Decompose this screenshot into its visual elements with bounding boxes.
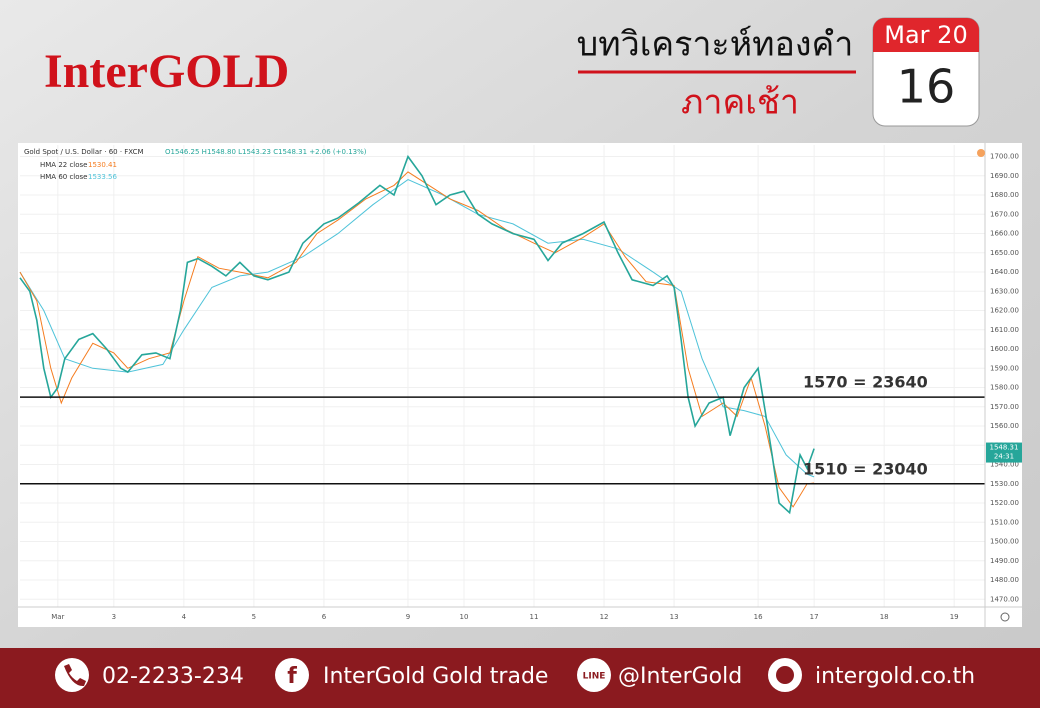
date-badge: Mar 20 16 xyxy=(872,17,980,127)
x-tick-label: 5 xyxy=(252,613,256,621)
legend-entry: HMA 22 close xyxy=(40,161,87,169)
y-tick-label: 1490.00 xyxy=(990,557,1019,565)
x-tick-label: 11 xyxy=(530,613,539,621)
y-tick-label: 1570.00 xyxy=(990,403,1019,411)
y-tick-label: 1660.00 xyxy=(990,230,1019,238)
symbol: Gold Spot / U.S. Dollar · 60 · FXCM xyxy=(24,148,144,156)
x-tick-label: 19 xyxy=(950,613,959,621)
price-line xyxy=(19,171,815,508)
price-tag xyxy=(986,442,1022,463)
y-tick-label: 1510.00 xyxy=(990,518,1019,526)
y-tick-label: 1580.00 xyxy=(990,384,1019,392)
legend-value: 1533.56 xyxy=(88,173,117,181)
x-tick-label: 3 xyxy=(112,613,116,621)
y-tick-label: 1650.00 xyxy=(990,249,1019,257)
y-tick-label: 1520.00 xyxy=(990,499,1019,507)
settings-icon[interactable] xyxy=(1000,612,1010,622)
alert-dot xyxy=(977,149,985,157)
x-tick-label: 10 xyxy=(460,613,469,621)
x-tick-label: 9 xyxy=(406,613,410,621)
website: intergold.co.th xyxy=(815,664,975,689)
badge-month: Mar 20 xyxy=(884,21,967,49)
level-label: 1570 = 23640 xyxy=(803,373,928,392)
y-tick-label: 1500.00 xyxy=(990,538,1019,546)
x-tick-label: 18 xyxy=(880,613,889,621)
web-glyph xyxy=(776,666,794,684)
y-tick-label: 1600.00 xyxy=(990,345,1019,353)
y-tick-label: 1630.00 xyxy=(990,287,1019,295)
countdown: 24:31 xyxy=(994,453,1014,461)
facebook-glyph: f xyxy=(287,664,297,689)
line-icon xyxy=(577,658,611,692)
line-icon-text: LINE xyxy=(583,672,606,682)
footer xyxy=(0,648,1040,708)
y-tick-label: 1700.00 xyxy=(990,153,1019,161)
x-tick-label: 12 xyxy=(600,613,609,621)
chart: 1470.00 1480.00 1490.00 1500.00 1510.00 1520.… xyxy=(19,145,1022,621)
level-label: 1510 = 23040 xyxy=(803,459,928,478)
y-tick-label: 1590.00 xyxy=(990,364,1019,372)
badge-day: 16 xyxy=(897,60,956,114)
badge-top xyxy=(873,18,979,52)
legend-value: 1530.41 xyxy=(88,161,117,169)
facebook: InterGold Gold trade xyxy=(323,664,548,689)
x-tick-label: Mar xyxy=(51,613,64,621)
x-tick-label: 4 xyxy=(182,613,187,621)
y-tick-label: 1620.00 xyxy=(990,307,1019,315)
chart-panel xyxy=(18,143,1022,627)
y-tick-label: 1690.00 xyxy=(990,172,1019,180)
y-tick-label: 1530.00 xyxy=(990,480,1019,488)
phone: 02-2233-234 xyxy=(102,664,244,689)
y-tick-label: 1470.00 xyxy=(990,595,1019,603)
price-tag-value: 1548.31 xyxy=(990,444,1019,452)
phone-icon xyxy=(55,658,89,692)
x-tick-label: 16 xyxy=(754,613,763,621)
line-id: @InterGold xyxy=(618,664,742,689)
y-tick-label: 1680.00 xyxy=(990,191,1019,199)
y-tick-label: 1670.00 xyxy=(990,210,1019,218)
y-tick-label: 1480.00 xyxy=(990,576,1019,584)
x-tick-label: 17 xyxy=(810,613,819,621)
legend-entry: HMA 60 close xyxy=(40,173,87,181)
phone-glyph xyxy=(64,664,86,687)
price-line xyxy=(19,154,815,515)
y-tick-label: 1640.00 xyxy=(990,268,1019,276)
y-tick-label: 1540.00 xyxy=(990,461,1019,469)
y-tick-label: 1610.00 xyxy=(990,326,1019,334)
price-line xyxy=(19,179,815,478)
ohlc: O1546.25 H1548.80 L1543.23 C1548.31 +2.0… xyxy=(165,148,367,156)
title: บทวิเคราะห์ทองคำ xyxy=(577,25,854,65)
x-tick-label: 13 xyxy=(670,613,679,621)
subtitle: ภาคเช้า xyxy=(681,83,799,123)
facebook-icon xyxy=(275,658,309,692)
x-tick-label: 6 xyxy=(322,613,327,621)
y-tick-label: 1560.00 xyxy=(990,422,1019,430)
brand: InterGOLD xyxy=(44,45,289,98)
